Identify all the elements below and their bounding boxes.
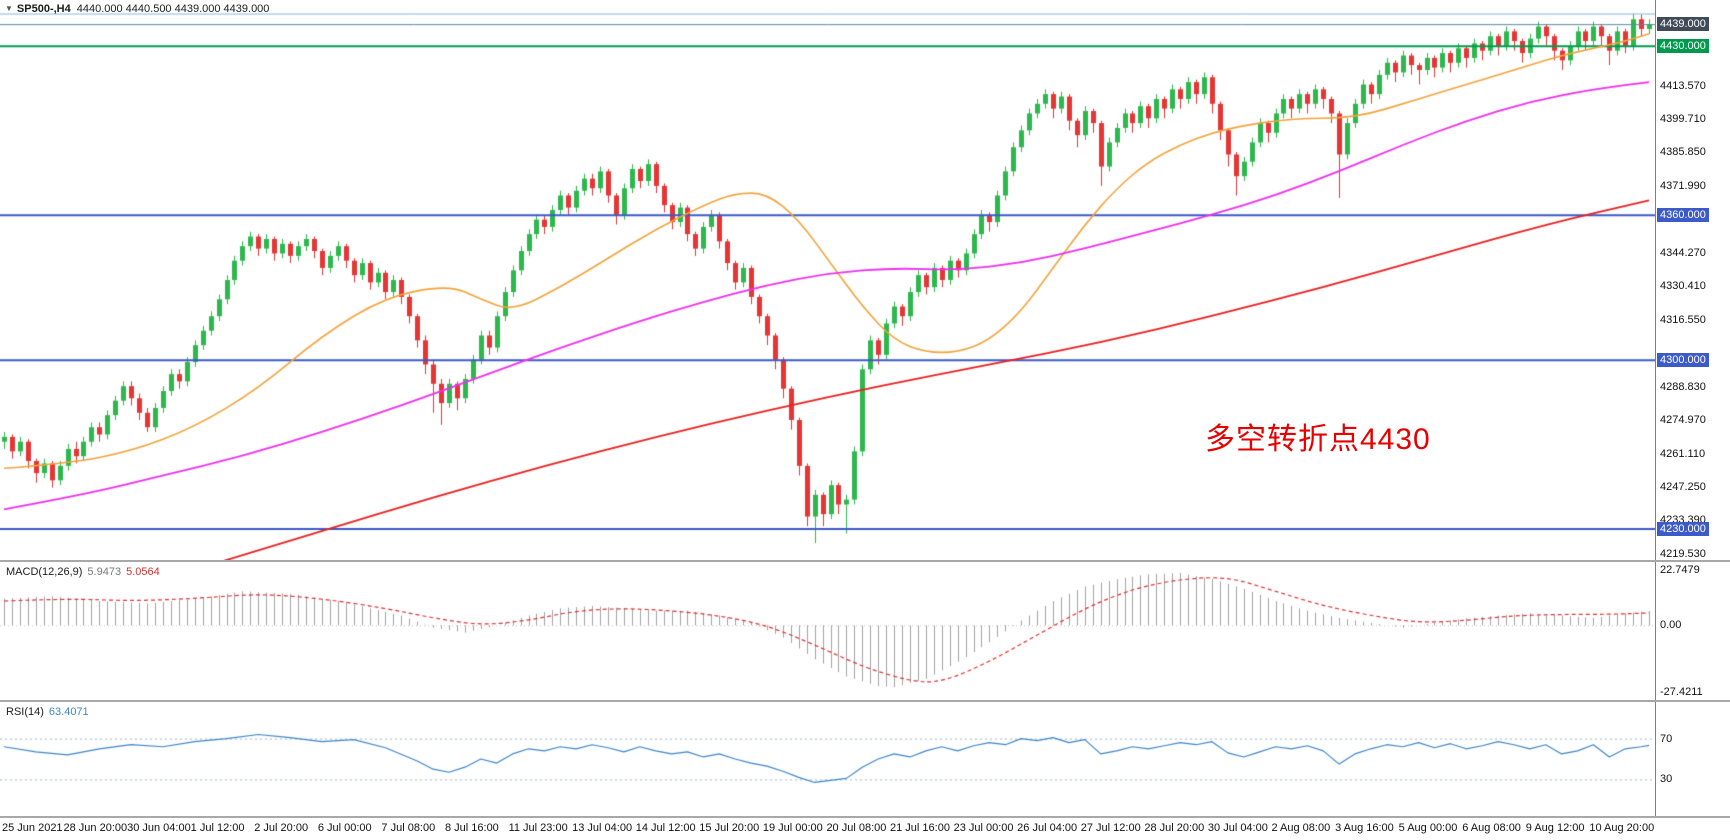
time-axis-label: 7 Jul 08:00 — [381, 822, 436, 834]
price-axis-label: 4371.990 — [1660, 179, 1706, 192]
price-axis-label: 4274.970 — [1660, 414, 1706, 427]
rsi-canvas[interactable] — [0, 702, 1655, 816]
time-axis-label: 20 Jul 08:00 — [826, 822, 887, 834]
time-axis-label: 3 Aug 16:00 — [1335, 822, 1394, 834]
panel-separator[interactable] — [0, 816, 1730, 818]
time-axis-label: 1 Jul 12:00 — [190, 822, 245, 834]
time-axis-label: 28 Jun 20:00 — [63, 822, 128, 834]
macd-main-value: 5.9473 — [87, 566, 122, 578]
price-axis-label: 4219.530 — [1660, 547, 1706, 560]
price-axis-label: 4288.830 — [1660, 380, 1706, 393]
time-axis-label: 27 Jul 12:00 — [1080, 822, 1141, 834]
time-axis-label: 5 Aug 00:00 — [1398, 822, 1458, 834]
time-axis[interactable]: 25 Jun 2021 28 Jun 20:00 30 Jun 04:00 1 Jul… — [0, 818, 1730, 840]
time-axis-label: 28 Jul 20:00 — [1144, 822, 1205, 834]
time-axis-label: 2 Jul 20:00 — [254, 822, 309, 834]
rsi-axis-label: 30 — [1660, 773, 1673, 786]
price-badge: 4439.000 — [1657, 17, 1709, 32]
time-axis-label: 15 Jul 20:00 — [699, 822, 760, 834]
time-axis-label: 2 Aug 08:00 — [1271, 822, 1331, 834]
chart-icon: ▼ — [5, 4, 13, 13]
chart-title: ▼ SP500-,H4 4440.000 4440.500 4439.000 443… — [5, 3, 269, 15]
ohlc-readout: 4440.000 4440.500 4439.000 4439.000 — [76, 3, 270, 15]
price-badge: 4360.000 — [1657, 207, 1709, 222]
time-axis-label: 14 Jul 12:00 — [635, 822, 696, 834]
macd-axis-label: 22.7479 — [1660, 564, 1700, 576]
rsi-value: 63.4071 — [48, 706, 89, 718]
price-badge: 4300.000 — [1657, 352, 1709, 367]
time-axis-label: 9 Aug 12:00 — [1525, 822, 1585, 834]
time-axis-label: 26 Jul 04:00 — [1017, 822, 1078, 834]
time-axis-label: 23 Jul 00:00 — [953, 822, 1014, 834]
time-axis-label: 10 Aug 20:00 — [1589, 822, 1655, 834]
time-axis-label: 13 Jul 04:00 — [572, 822, 633, 834]
time-axis-label: 11 Jul 23:00 — [508, 822, 568, 834]
panel-separator[interactable] — [0, 560, 1730, 562]
main-chart-canvas[interactable] — [0, 0, 1655, 560]
price-axis[interactable]: 4413.570 4399.710 4385.850 4371.990 4344.270… — [1655, 0, 1730, 818]
time-axis-label: 30 Jun 04:00 — [127, 822, 191, 834]
macd-canvas[interactable] — [0, 562, 1655, 700]
panel-separator[interactable] — [0, 700, 1730, 702]
macd-signal-value: 5.0564 — [126, 566, 160, 578]
macd-axis-label: 0.00 — [1660, 619, 1682, 632]
macd-header: MACD(12,26,9) 5.9473 5.0564 — [6, 566, 160, 578]
price-badge: 4430.000 — [1657, 38, 1709, 53]
time-axis-label: 21 Jul 16:00 — [890, 822, 950, 834]
rsi-axis-label: 70 — [1660, 732, 1673, 745]
time-axis-label: 19 Jul 00:00 — [762, 822, 823, 834]
time-axis-label: 6 Jul 00:00 — [317, 822, 372, 834]
price-axis-label: 4316.550 — [1660, 313, 1706, 326]
price-axis-label: 4261.110 — [1660, 447, 1706, 460]
price-axis-label: 4330.410 — [1660, 280, 1706, 293]
time-axis-label: 6 Aug 08:00 — [1462, 822, 1521, 834]
price-axis-label: 4247.250 — [1660, 480, 1706, 493]
price-axis-label: 4344.270 — [1660, 246, 1706, 259]
time-axis-label: 8 Jul 16:00 — [444, 822, 499, 834]
price-axis-label: 4413.570 — [1660, 79, 1706, 92]
macd-axis-label: -27.4211 — [1660, 686, 1703, 698]
rsi-header: RSI(14) 63.4071 — [6, 706, 89, 718]
rsi-label: RSI(14) — [6, 706, 44, 718]
symbol-period-label: SP500-,H4 — [16, 3, 71, 15]
price-badge: 4230.000 — [1657, 521, 1709, 536]
macd-label: MACD(12,26,9) — [6, 566, 83, 578]
price-axis-label: 4399.710 — [1660, 112, 1706, 125]
time-axis-label: 30 Jul 04:00 — [1207, 822, 1268, 834]
price-axis-label: 4385.850 — [1660, 146, 1706, 159]
annotation-text[interactable]: 多空转折点4430 — [1205, 423, 1431, 456]
time-axis-label: 25 Jun 2021 — [2, 822, 63, 834]
